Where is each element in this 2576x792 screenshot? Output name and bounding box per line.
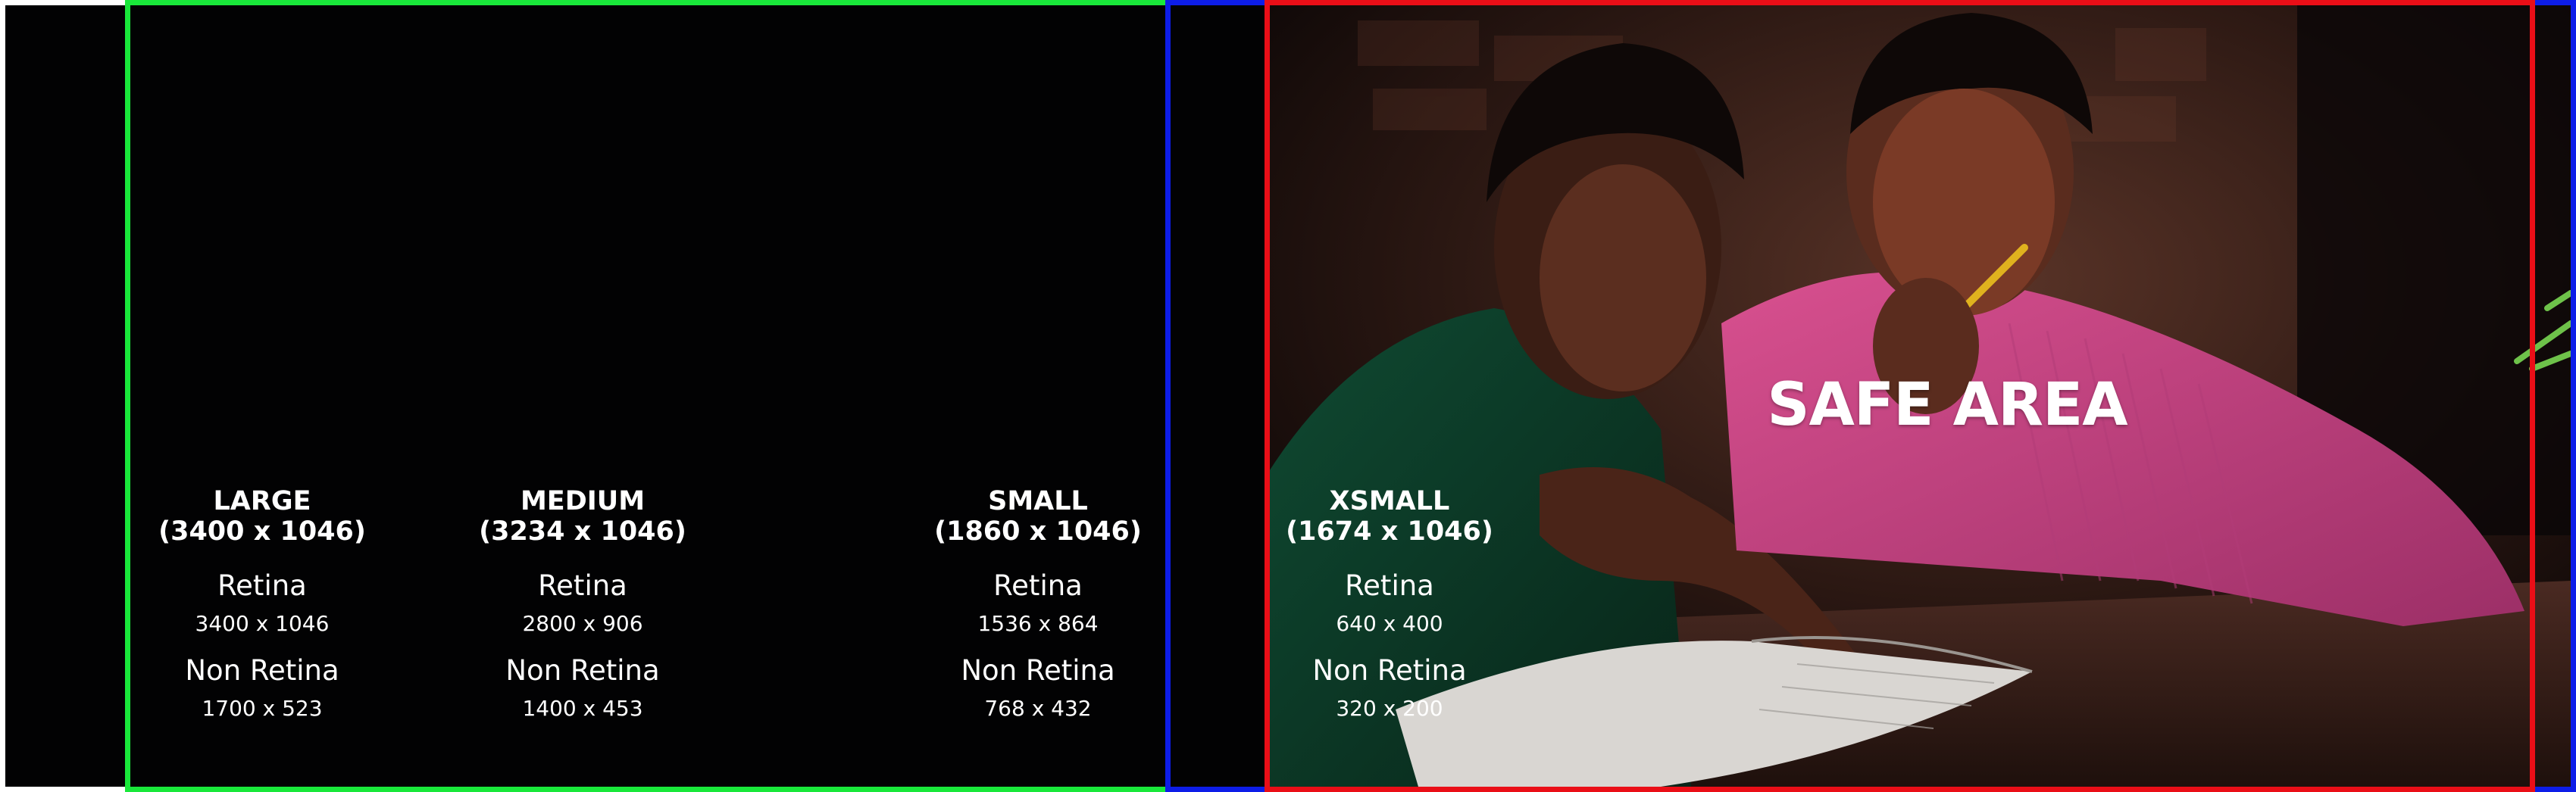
size-label-large: LARGE (3400 x 1046) Retina 3400 x 1046 N… [133,486,391,722]
photo-illustration [1267,5,2571,787]
retina-title: Retina [1345,569,1434,602]
retina-dims: 3400 x 1046 [195,611,330,636]
size-dims: (3400 x 1046) [158,516,366,547]
safe-area-label: SAFE AREA [1767,371,2127,439]
nonretina-dims: 768 x 432 [984,696,1092,721]
retina-title: Retina [217,569,307,602]
size-dims: (3234 x 1046) [479,516,686,547]
size-dims: (1674 x 1046) [1286,516,1493,547]
size-name: MEDIUM [520,486,646,516]
retina-dims: 640 x 400 [1336,611,1443,636]
medium-frame-left [1165,0,1171,792]
size-name: XSMALL [1329,486,1450,516]
medium-frame-top [1171,0,1269,5]
medium-frame-bottom-right [2533,787,2571,792]
medium-frame-top-right [2533,0,2571,5]
nonretina-dims: 320 x 200 [1336,696,1443,721]
nonretina-dims: 1400 x 453 [522,696,643,721]
size-dims: (1860 x 1046) [934,516,1142,547]
size-label-medium: MEDIUM (3234 x 1046) Retina 2800 x 906 N… [454,486,711,722]
medium-frame-bottom [1171,787,1269,792]
nonretina-title: Non Retina [961,654,1115,687]
retina-dims: 2800 x 906 [522,611,643,636]
retina-title: Retina [993,569,1083,602]
photo-two-girls-studying [1267,5,2571,787]
nonretina-title: Non Retina [505,654,660,687]
nonretina-title: Non Retina [1312,654,1467,687]
size-name: LARGE [213,486,311,516]
retina-title: Retina [538,569,627,602]
nonretina-title: Non Retina [185,654,339,687]
size-label-small: SMALL (1860 x 1046) Retina 1536 x 864 No… [909,486,1167,722]
black-background [5,5,1272,787]
size-label-xsmall: XSMALL (1674 x 1046) Retina 640 x 400 No… [1261,486,1518,722]
medium-frame-right [2571,0,2576,792]
retina-dims: 1536 x 864 [977,611,1099,636]
size-name: SMALL [988,486,1088,516]
nonretina-dims: 1700 x 523 [202,696,323,721]
